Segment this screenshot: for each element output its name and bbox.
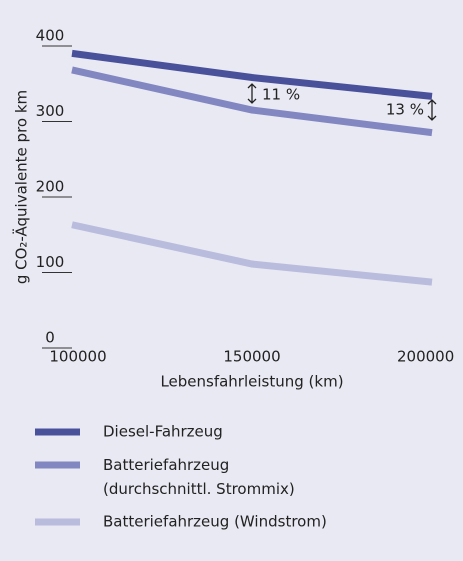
x-axis-label: Lebensfahrleistung (km) [160, 373, 343, 391]
y-tick-label: 200 [36, 178, 65, 196]
annotation: 13 % [386, 101, 424, 119]
series-line [71, 221, 433, 286]
series-line [71, 66, 433, 137]
legend-label: Batteriefahrzeug (Windstrom) [103, 513, 327, 531]
series-line [71, 49, 433, 100]
x-tick-label: 100000 [49, 348, 106, 366]
x-tick-label: 150000 [223, 348, 280, 366]
y-axis-label: g CO₂-Äquivalente pro km [12, 90, 31, 284]
legend-label: Batteriefahrzeug (durchschnittl. Strommix… [103, 456, 295, 498]
legend-label: Diesel-Fahrzeug [103, 423, 223, 441]
y-tick-label: 300 [36, 102, 65, 120]
x-tick-label: 200000 [397, 348, 454, 366]
y-tick-label: 400 [36, 27, 65, 45]
y-tick-label: 0 [45, 329, 55, 347]
y-tick-label: 100 [36, 253, 65, 271]
annotation: 11 % [262, 86, 300, 104]
arrow [247, 83, 437, 121]
